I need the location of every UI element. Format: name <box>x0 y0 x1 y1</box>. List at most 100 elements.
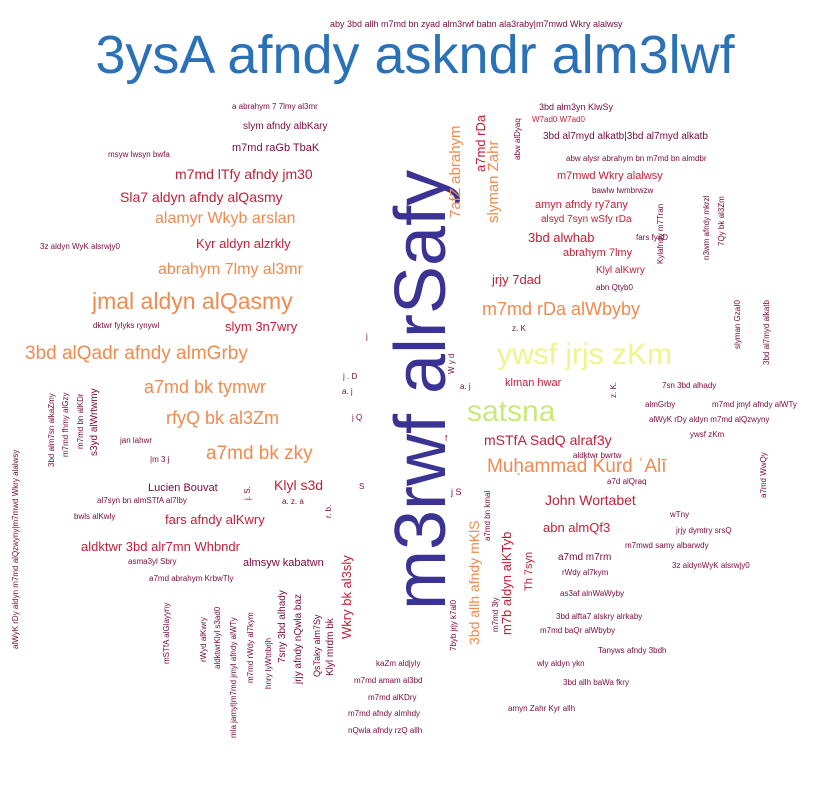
cloud-word-nqwla-afndy-rzq-allh: nQwla afndy rzQ allh <box>348 726 423 735</box>
cloud-word-mstfa-alglayyny: mSTfA alGlayyny <box>162 602 171 664</box>
cloud-word-qstaky-alm7sy: QsTaky alm7Sy <box>312 614 322 677</box>
cloud-word-3bd-alqadr-afndy-almgrby: 3bd alQadr afndy almGrby <box>25 343 248 364</box>
cloud-word-amyn-afndy-ry7any: amyn afndy ry7any <box>535 199 628 211</box>
cloud-word-bawlw-lwmbrwzw: bawlw lwmbrwzw <box>592 186 654 195</box>
cloud-word-n3wm-afndy-mkrzl: n3wm afndy mkrzl <box>702 195 711 260</box>
cloud-word-abrahym-7lmy: abrahym 7lmy <box>563 247 633 259</box>
cloud-word-a7md-wwqy: a7md WwQy <box>759 452 768 498</box>
cloud-word-m7md-ragb-tbak: m7md raGb TbaK <box>232 142 320 154</box>
cloud-word-ywsf-zkm: ywsf zKm <box>690 430 725 439</box>
cloud-word-almgrby: almGrby <box>645 400 676 409</box>
cloud-word-amyn-zahr-kyr-allh: amyn Zahr Kyr allh <box>508 704 576 713</box>
cloud-word-3bd-alm3yn-klwsy: 3bd alm3yn KlwSy <box>539 102 614 112</box>
cloud-word-aldktwr-bwrtw: aldktwr bwrtw <box>573 451 622 460</box>
cloud-word-asma3yl-sbry: asma3yl Sbry <box>128 557 177 566</box>
cloud-word-satsna: satsna <box>467 395 556 428</box>
cloud-word-3bd-al7myd-alkatb-3bd-al7myd-alkatb: 3bd al7myd alkatb|3bd al7myd alkatb <box>543 131 708 142</box>
cloud-word-abn-almqf3: abn almQf3 <box>543 520 611 535</box>
cloud-word-7sny-3bd-alhady: 7sny 3bd alhady <box>277 590 288 663</box>
cloud-word-j: j <box>366 332 368 341</box>
cloud-word-mstfa-sadq-alraf3y: mSTfA SadQ alraf3y <box>484 432 612 448</box>
cloud-word-jrjy-7dad: jrjy 7dad <box>492 272 542 287</box>
cloud-word-abrahym-7lmy-al3mr: abrahym 7lmy al3mr <box>158 261 303 278</box>
cloud-word-alamyr-wkyb-arslan: alamyr Wkyb arslan <box>155 210 296 227</box>
cloud-word-r-b: r. b. <box>324 504 333 518</box>
cloud-word-jmal-aldyn-alqasmy: jmal aldyn alQasmy <box>92 288 293 314</box>
cloud-word-3bd-al7myd-alkatb: 3bd al7myd alkatb <box>762 300 771 365</box>
cloud-word-3z-aldynwyk-alsrwjy0: 3z aldynWyK alsrwjy0 <box>672 561 750 570</box>
cloud-word-3bd-allh-bawa-fkry: 3bd allh baWa fkry <box>563 678 629 687</box>
cloud-word-muh-ammad-kurd-ali: Muḥammad Kurd ʿAlī <box>487 456 667 477</box>
cloud-word-dktwr-fylyks-rynywl: dktwr fylyks rynywl <box>93 321 160 330</box>
cloud-word-rfyq-bk-al3zm: rfyQ bk al3Zm <box>166 408 280 428</box>
cloud-word-w7ad0-w7ad0: W7ad0 W7ad0 <box>532 115 585 124</box>
cloud-word-m7mwd-samy-albarwdy: m7mwd samy albarwdy <box>625 541 709 550</box>
cloud-word-j-q: j Q <box>352 413 363 422</box>
cloud-word-a7d-alqraq: a7d alQraq <box>607 477 647 486</box>
cloud-word-m7md-jmyl-afndy-alwty: m7md jmyl afndy alWTy <box>712 400 797 409</box>
cloud-word-m7b-aldyn-alktyb: m7b aldyn alKTyb <box>499 531 514 635</box>
cloud-word-bwls-alkwly: bwls alKwly <box>74 512 116 521</box>
cloud-word-m7md-baqr-alwbyby: m7md baQr alWbyby <box>540 626 616 635</box>
cloud-word-slyman-zahr: slyman Zahr <box>485 140 502 223</box>
cloud-word-a7md-bn-kmal: a7md bn kmal <box>483 490 492 541</box>
cloud-word-m7md-alkdry: m7md alKDry <box>368 693 417 702</box>
cloud-word-3bd-alm7sn-alkazmy: 3bd alm7sn alkaZmy <box>47 393 56 467</box>
cloud-word-al7syn-bn-almstfa-al7lby: al7syn bn almSTfA al7lby <box>97 496 187 505</box>
cloud-word-fars-afndy-alkwry: fars afndy alKwry <box>165 512 265 527</box>
cloud-word-7sn-3bd-alhady: 7sn 3bd alhady <box>662 381 717 390</box>
cloud-word-hnry-lywtnbrjh: hnry lyWtnbrjh <box>264 637 273 689</box>
cloud-word-m7md-fhmy-algzy: m7md fhmy alGzy <box>61 392 70 457</box>
cloud-word-abn-qtyb0: abn Qtyb0 <box>596 283 633 292</box>
cloud-word-a-j: a. j <box>460 382 471 391</box>
cloud-word-ywsf-jrjs-zkm: ywsf jrjs zKm <box>497 338 672 371</box>
cloud-word-a-z-a: a. z. a <box>282 497 304 506</box>
cloud-word-abw-alysr-abrahym-bn-m7md-bn-almdbr: abw alysr abrahym bn m7md bn almdbr <box>566 154 707 163</box>
cloud-word-tanyws-afndy-3bdh: Tanyws afndy 3bdh <box>598 646 667 655</box>
cloud-word-m7md-ltfy-afndy-jm30: m7md lTfy afndy jm30 <box>175 166 313 182</box>
cloud-word-klyl-s3d: Klyl s3d <box>274 477 324 493</box>
cloud-word-a7md-rda: a7md rDa <box>473 114 488 172</box>
cloud-word-kazm-aldjyly: kaZm aldjyly <box>376 659 421 668</box>
cloud-word-a-j: a. j <box>342 387 353 396</box>
cloud-word-3bd-alwhab: 3bd alwhab <box>528 230 595 245</box>
cloud-word-wly-aldyn-ykn: wly aldyn ykn <box>537 659 585 668</box>
cloud-word-mla-jamyl-m7md-jmyl-afndy-alwty: mla jamyl|m7md jmyl afndy alWTy <box>229 617 238 738</box>
cloud-word-j-s: j S <box>451 487 462 497</box>
cloud-word-3z-aldyn-wyk-alsrwjy0: 3z aldyn WyK alsrwjy0 <box>40 242 120 251</box>
cloud-word-jrjy-afndy-nqwla-baz: jrjy afndy nQwla baz <box>293 593 304 684</box>
cloud-word-3bd-alfta7-alskry-alrkaby: 3bd alfta7 alskry alrkaby <box>556 612 643 621</box>
cloud-word-slym-3n7wry: slym 3n7wry <box>225 319 298 334</box>
cloud-word-alwyk-rdy-aldyn-m7md-alqzwyny: alWyK rDy aldyn m7md alQzwyny <box>649 415 770 424</box>
cloud-word-aldktwrklyl-s3ad0: aldktwrKlyl s3ad0 <box>213 606 222 669</box>
cloud-word-as3af-alnwawyby: as3af alnWaWyby <box>560 589 625 598</box>
cloud-word-klyl-mrdm-bk: Klyl mrdm bk <box>325 618 336 676</box>
cloud-word-m7md-rda-alwbyby: m7md rDa alWbyby <box>482 299 641 319</box>
cloud-word-rwdy-al7kym: rWdy al7kym <box>562 568 609 577</box>
cloud-word-sla7-aldyn-afndy-alqasmy: Sla7 aldyn afndy alQasmy <box>120 189 283 205</box>
cloud-word-klyl-alkwry: Klyl alKwry <box>596 265 645 276</box>
cloud-word-john-wortabet: John Wortabet <box>545 492 636 508</box>
cloud-word-a7md-bk-zky: a7md bk zky <box>206 443 313 464</box>
cloud-word-m7md-rwdy-al7kym: m7md rWdy al7kym <box>246 612 255 683</box>
cloud-word-j-s: j. S. <box>243 486 252 500</box>
cloud-word-7qy-bk-al3zm: 7Qy bk al3Zm <box>717 196 726 246</box>
cloud-word-z-k: z. K. <box>609 381 618 398</box>
cloud-word-j-d: j . D <box>343 372 358 381</box>
cloud-word-aby-3bd-allh-m7md-bn-zyad-alm3rwf-babn-a: aby 3bd allh m7md bn zyad alm3rwf babn a… <box>330 19 623 29</box>
cloud-word-z-k: z. K <box>512 324 526 333</box>
cloud-word-aldktwr-3bd-alr7mn-whbndr: aldktwr 3bd alr7mn Whbndr <box>81 539 240 554</box>
page-title: 3ysA afndy askndr alm3lwf <box>95 25 735 85</box>
cloud-word-th-7syn: Th 7syn <box>523 551 535 591</box>
cloud-word-kylafndy-m7tran: Kylafndy m7Tran <box>656 203 665 264</box>
cloud-word-s3yd-alwrtwmy: s3yd alWrtwmy <box>89 388 100 456</box>
cloud-word-a7md-abrahym-krbwtly: a7md abrahym KrbwTly <box>149 574 234 583</box>
cloud-word-jan-lahwr: jan lahwr <box>120 436 153 445</box>
cloud-word-a7md-m7rm: a7md m7rm <box>558 552 612 563</box>
cloud-word-alwyk-rdy-aldyn-m7md-alqzwyny-m7mwd-wkry: alWyK rDy aldyn m7md alQzwyny|m7mwd Wkry… <box>11 449 20 649</box>
cloud-word-3bd-allh-afndy-mkls: 3bd allh afndy mKlS <box>466 520 482 645</box>
cloud-word-kyr-aldyn-alzrkly: Kyr aldyn alzrkly <box>196 236 291 251</box>
cloud-word-msyw-lwsyn-bwfa: msyw lwsyn bwfa <box>108 150 170 159</box>
cloud-word-7afz-abrahym: 7afZ abrahym <box>447 125 464 218</box>
